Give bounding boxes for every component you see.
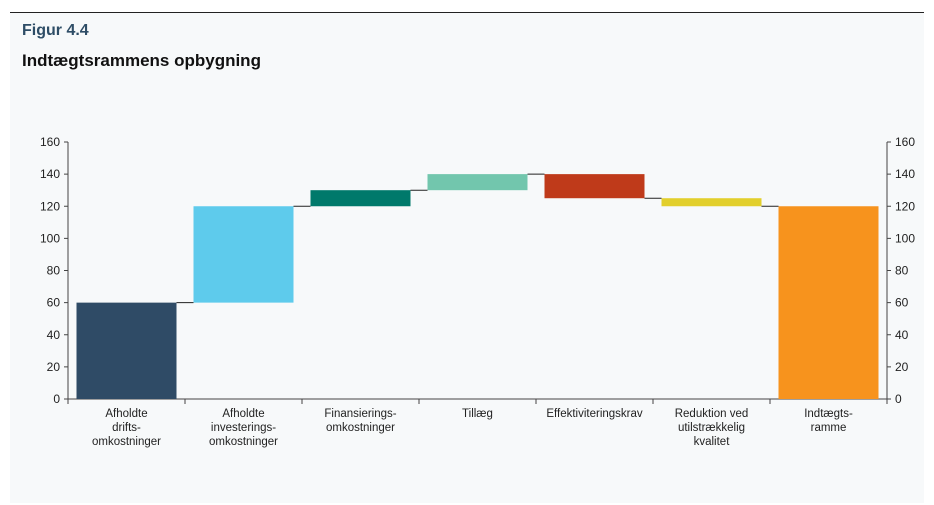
bar-3 [310,190,411,207]
category-label-line: omkostninger [326,422,395,434]
y-tick-label-left: 0 [53,392,60,406]
category-label-line: utilstrækkelig [678,422,745,434]
bar-1 [76,302,177,399]
bar-4 [427,174,528,191]
category-label-line: Effektiviteringskrav [546,408,643,420]
bar-2 [193,206,294,303]
category-label-line: Afholdte [105,408,147,420]
category-label: Effektiviteringskrav [546,408,643,420]
category-label-line: ramme [811,422,847,434]
category-label-line: investerings- [211,422,276,434]
category-label-line: Reduktion ved [675,408,749,420]
y-tick-label-right: 120 [895,199,915,213]
category-label-line: kvalitet [694,436,731,448]
y-tick-label-right: 60 [895,296,909,310]
y-tick-label-right: 20 [895,360,909,374]
category-label: Afholdte drifts-omkostninger [92,408,161,448]
y-tick-label-left: 100 [40,231,60,245]
category-label-line: Afholdte [222,408,264,420]
category-label: Reduktion ved utilstrækkelig kvalitet [675,408,749,448]
y-tick-label-right: 80 [895,264,909,278]
category-label: Afholdte investerings-omkostninger [209,408,278,448]
top-rule [10,12,924,13]
bar-7 [778,206,879,399]
bar-5 [544,174,645,199]
y-tick-label-right: 0 [895,392,902,406]
y-tick-label-left: 120 [40,199,60,213]
category-label-line: Tillæg [462,408,493,420]
category-label-line: drifts- [112,422,141,434]
y-tick-label-right: 140 [895,167,915,181]
y-tick-label-left: 40 [47,328,61,342]
figure-label: Figur 4.4 [22,22,89,39]
figure-panel [10,13,924,503]
category-label-line: omkostninger [92,436,161,448]
y-tick-label-left: 80 [47,264,61,278]
y-tick-label-left: 60 [47,296,61,310]
y-tick-label-left: 140 [40,167,60,181]
category-label-line: Finansierings- [324,408,396,420]
category-label: Finansierings-omkostninger [324,408,396,434]
category-label: Indtægts-ramme [804,408,853,434]
y-tick-label-right: 160 [895,135,915,149]
category-label-line: omkostninger [209,436,278,448]
y-tick-label-right: 40 [895,328,909,342]
bar-6 [661,198,762,207]
y-tick-label-left: 20 [47,360,61,374]
y-tick-label-left: 160 [40,135,60,149]
category-label-line: Indtægts- [804,408,853,420]
figure-title: Indtægtsrammens opbygning [22,51,261,70]
y-tick-label-right: 100 [895,231,915,245]
category-label: Tillæg [462,408,493,420]
